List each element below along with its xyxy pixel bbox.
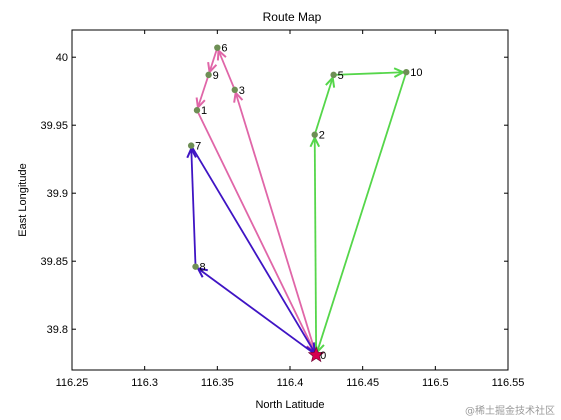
x-tick-label: 116.25 (56, 377, 89, 389)
y-axis-label: East Longitude (17, 163, 29, 236)
node-label: 0 (320, 350, 326, 362)
node-labels: 0 1 2 3 5 6 7 8 9 10 (195, 43, 422, 362)
x-axis-label: North Latitude (255, 399, 324, 411)
node-label: 2 (319, 130, 325, 142)
y-tick-label: 39.95 (40, 120, 68, 132)
node-label: 10 (410, 67, 422, 79)
route-node-point (193, 107, 201, 114)
route-segment (313, 134, 318, 356)
y-tick-label: 39.9 (47, 188, 68, 200)
node-label: 1 (201, 105, 207, 117)
y-axis-ticks: 39.8 39.85 39.9 39.95 40 (40, 52, 508, 336)
x-tick-label: 116.35 (201, 377, 234, 389)
x-tick-label: 116.55 (492, 377, 525, 389)
route-segment (315, 71, 408, 356)
y-tick-label: 40 (56, 52, 68, 64)
route-segment (190, 145, 197, 267)
route-node-point (214, 44, 221, 51)
x-tick-label: 116.4 (277, 377, 304, 389)
route-node-point (311, 131, 318, 138)
depot-star-marker (307, 346, 325, 363)
route-node-point (192, 263, 199, 270)
node-label: 3 (239, 85, 245, 97)
node-label: 5 (338, 70, 344, 82)
x-tick-label: 116.5 (422, 377, 449, 389)
x-axis-ticks: 116.25 116.3 116.35 116.4 116.45 116.5 116.55 (56, 30, 525, 389)
watermark: @稀土掘金技术社区 (465, 406, 555, 417)
route-node-point (205, 71, 212, 79)
route-segment (333, 71, 407, 76)
x-tick-label: 116.3 (131, 377, 158, 389)
y-tick-label: 39.85 (40, 256, 68, 268)
route-segment (196, 74, 210, 111)
route-segment (233, 89, 318, 356)
route-segment (313, 74, 335, 135)
route-node-point (187, 142, 195, 149)
node-label: 9 (213, 70, 219, 82)
route-segment (190, 145, 317, 356)
route-segment (216, 47, 236, 91)
route-segment (196, 109, 317, 356)
route-segment (195, 265, 317, 356)
plot-area (71, 29, 509, 371)
x-tick-label: 116.45 (346, 377, 379, 389)
chart-title: Route Map (263, 10, 322, 24)
route-node-point (231, 86, 238, 94)
route-node-point (403, 68, 410, 76)
node-label: 7 (195, 141, 201, 153)
route-node-point (330, 71, 337, 79)
y-tick-label: 39.8 (47, 324, 68, 336)
node-label: 6 (221, 43, 227, 55)
node-label: 8 (200, 262, 206, 274)
route-nodes (187, 44, 410, 363)
